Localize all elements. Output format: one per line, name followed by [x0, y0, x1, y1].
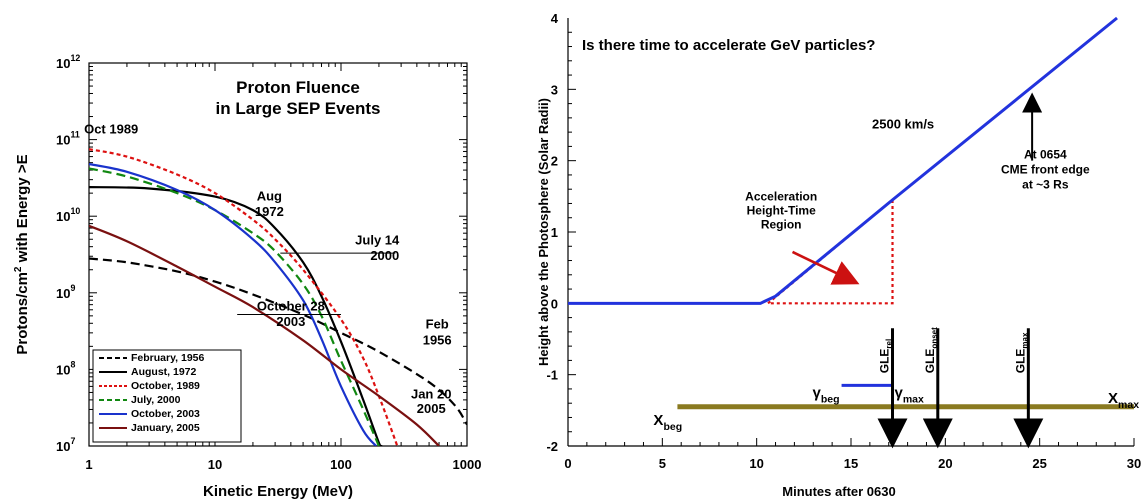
- annotation-label: Oct 1989: [84, 122, 138, 137]
- legend-label: October, 2003: [131, 408, 200, 420]
- x-tick-label: 0: [564, 456, 571, 471]
- y-tick-label: 2: [551, 154, 558, 169]
- speed-label: 2500 km/s: [872, 117, 934, 132]
- series-line: [89, 162, 377, 446]
- proton-fluence-chart: 1 10 100 1000 107 108 109 1010 1011 1012 Kinetic E…: [13, 53, 481, 500]
- cme-label: at ~3 Rs: [1022, 178, 1069, 192]
- annotation-label: 2005: [417, 401, 446, 416]
- event-label: GLEmax: [1013, 332, 1029, 373]
- x-tick-label: 100: [330, 457, 352, 472]
- legend: February, 1956 August, 1972 October, 1989 J…: [92, 349, 242, 443]
- y-tick-label: 1011: [56, 130, 80, 148]
- legend-label: February, 1956: [131, 352, 205, 364]
- x-axis-label: Kinetic Energy (MeV): [203, 483, 353, 500]
- gamma-max-label: γmax: [895, 384, 925, 405]
- region-label: Height-Time: [747, 204, 816, 218]
- y-tick-label: 1: [551, 225, 558, 240]
- height-time-chart: 0 5 10 15 20 25 30 -2 -1 0 1 2 3 4 Minutes after 0630 H…: [536, 11, 1141, 499]
- annotation-label: 2003: [276, 314, 305, 329]
- y-axis-label: Height above the Photosphere (Solar Radi…: [536, 98, 551, 366]
- x-axis-label: Minutes after 0630: [782, 484, 895, 499]
- y-tick-label: 109: [56, 283, 75, 301]
- x-tick-label: 10: [208, 457, 222, 472]
- x-tick-label: 20: [938, 456, 952, 471]
- chart-title: Proton Fluence: [236, 78, 360, 97]
- y-tick-label: 108: [56, 359, 75, 377]
- chart-title-line2: in Large SEP Events: [215, 99, 380, 118]
- annotation-label: July 14: [355, 232, 400, 247]
- x-tick-label: 5: [659, 456, 666, 471]
- annotation-label: 1956: [423, 333, 452, 348]
- y-tick-label: 107: [56, 436, 75, 454]
- y-tick-label: 0: [551, 296, 558, 311]
- x-tick-label: 30: [1127, 456, 1141, 471]
- gamma-beg-label: γbeg: [813, 384, 840, 405]
- annotation-label: 2000: [370, 248, 399, 263]
- annotation-label: October 28: [257, 298, 325, 313]
- annotation-label: 1972: [255, 204, 284, 219]
- region-label: Acceleration: [745, 190, 817, 204]
- x-tick-label: 15: [844, 456, 858, 471]
- series-line: [89, 186, 383, 446]
- y-tick-label: 3: [551, 82, 558, 97]
- series-group: [89, 148, 467, 446]
- cme-label: At 0654: [1024, 148, 1067, 162]
- series-line: [89, 224, 440, 446]
- xray-beg-label: Xbeg: [653, 412, 682, 433]
- xray-max-label: Xmax: [1108, 390, 1139, 411]
- legend-box: [92, 349, 242, 443]
- annotation-label: Aug: [257, 189, 282, 204]
- x-tick-label: 25: [1032, 456, 1046, 471]
- x-tick-label: 10: [749, 456, 763, 471]
- annotation-label: Jan 20: [411, 386, 451, 401]
- plot-frame: [88, 62, 468, 447]
- legend-label: August, 1972: [131, 366, 197, 378]
- y-tick-label: 1010: [56, 206, 80, 224]
- y-tick-label: 1012: [56, 53, 80, 71]
- x-tick-label: 1000: [453, 457, 482, 472]
- x-tick-label: 1: [85, 457, 92, 472]
- legend-label: October, 1989: [131, 380, 200, 392]
- height-time-line: [568, 16, 1118, 305]
- annotation-label: Feb: [426, 317, 449, 332]
- y-tick-label: -2: [546, 439, 558, 454]
- y-tick-label: -1: [546, 368, 558, 383]
- legend-label: January, 2005: [131, 422, 200, 434]
- y-axis-label: Protons/cm2 with Energy >E: [13, 154, 31, 354]
- region-label: Region: [761, 218, 802, 232]
- legend-label: July, 2000: [131, 394, 181, 406]
- event-label: GLErel: [878, 339, 894, 373]
- series-line: [89, 257, 467, 426]
- event-label: GLEonset: [923, 327, 939, 373]
- y-tick-label: 4: [551, 11, 559, 26]
- series-line: [89, 148, 399, 446]
- chart-title: Is there time to accelerate GeV particle…: [582, 37, 875, 54]
- cme-label: CME front edge: [1001, 163, 1090, 177]
- region-arrow: [791, 250, 860, 285]
